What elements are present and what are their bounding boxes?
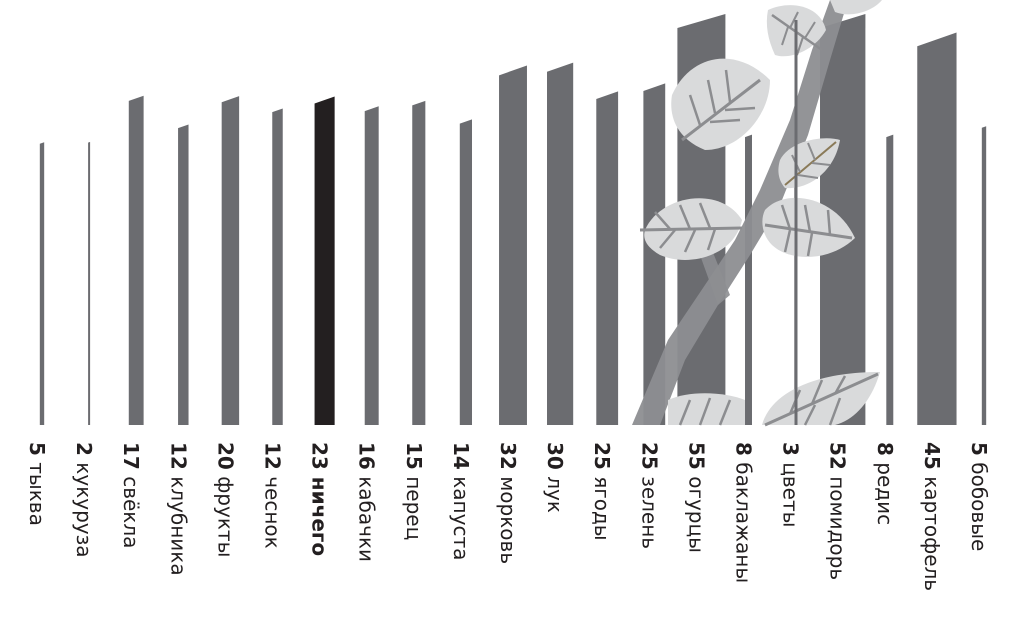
bar-value-label: 17 (119, 442, 143, 470)
bar-category-label: клубника (166, 470, 190, 576)
bar-value-label: 30 (543, 442, 567, 470)
bar-баклажаны (745, 134, 752, 426)
bar-label-бобовые: 5 бобовые (967, 442, 991, 551)
bar-category-label: баклажаны (732, 456, 756, 583)
bar-category-label: огурцы (684, 470, 708, 553)
bar-category-label: капуста (449, 470, 473, 561)
plant-illustration (632, 0, 882, 427)
bar-value-label: 45 (920, 442, 944, 470)
bar-category-label: перец (402, 470, 426, 540)
bar-чеснок (272, 108, 283, 426)
bar-label-помидоры: 52 помидорь (826, 442, 850, 580)
bar-value-label: 25 (590, 442, 614, 470)
leaf-top-right (830, 0, 882, 15)
bar-value-label: 12 (261, 442, 285, 470)
bar-свёкла (128, 95, 144, 426)
bar-фрукты (221, 96, 240, 425)
bar-тыква (39, 142, 45, 426)
bar-зелень (643, 83, 666, 425)
bar-category-label: цветы (779, 456, 803, 528)
bar-value-label: 15 (402, 442, 426, 470)
bar-category-label: свёкла (119, 470, 143, 549)
bar-label-ягоды: 25 ягоды (590, 442, 614, 541)
bar-label-фрукты: 20 фрукты (213, 442, 237, 557)
bar-картофель (917, 32, 957, 426)
bar-label-кабачки: 16 кабачки (355, 442, 379, 562)
bar-category-label: лук (543, 470, 567, 513)
bar-value-label: 5 (25, 442, 49, 456)
bar-value-label: 3 (779, 442, 803, 456)
bar-category-label: картофель (920, 470, 944, 591)
bar-кукуруза (88, 141, 91, 425)
bar-label-цветы: 3 цветы (779, 442, 803, 527)
leaf-bottom-left (668, 393, 745, 426)
leaf-upper-left (671, 58, 770, 151)
bar-редис (886, 134, 894, 426)
bar-бобовые (981, 126, 987, 425)
bar-label-лук: 30 лук (543, 442, 567, 513)
bar-label-капуста: 14 капуста (449, 442, 473, 560)
bars-layer (39, 14, 987, 426)
bar-category-label: ягоды (590, 470, 614, 541)
plant-stem (632, 0, 848, 425)
bar-перец (412, 100, 426, 426)
bar-value-label: 20 (213, 442, 237, 470)
bar-value-label: 25 (637, 442, 661, 470)
bar-category-label: фрукты (213, 470, 237, 558)
bar-category-label: кукуруза (72, 456, 96, 558)
bar-label-тыква: 5 тыква (25, 442, 49, 526)
bar-label-баклажаны: 8 баклажаны (732, 442, 756, 583)
labels-layer: 5 тыква 2 кукуруза 17 свёкла 12 клубника 20 … (25, 442, 991, 591)
bar-label-чеснок: 12 чеснок (261, 442, 285, 549)
bar-value-label: 8 (732, 442, 756, 456)
bar-label-клубника: 12 клубника (166, 442, 190, 576)
bar-category-label: бобовые (967, 456, 991, 551)
bar-value-label: 14 (449, 442, 473, 470)
bar-value-label: 8 (873, 442, 897, 456)
bar-value-label: 55 (684, 442, 708, 470)
bar-label-перец: 15 перец (402, 442, 426, 540)
bar-label-свёкла: 17 свёкла (119, 442, 143, 548)
bar-кабачки (364, 106, 379, 425)
bar-value-label: 12 (166, 442, 190, 470)
bar-label-редис: 8 редис (873, 442, 897, 525)
bar-value-label: 16 (355, 442, 379, 470)
bar-category-label: кабачки (355, 470, 379, 562)
bar-морковь (499, 65, 527, 425)
bar-value-label: 32 (496, 442, 520, 470)
bar-category-label: зелень (637, 470, 661, 549)
bar-label-зелень: 25 зелень (637, 442, 661, 549)
bar-label-ничего: 23 ничего (308, 442, 332, 556)
bar-category-label: ничего (308, 470, 332, 556)
bar-лук (547, 62, 574, 426)
bar-category-label: редис (873, 456, 897, 525)
bar-value-label: 23 (308, 442, 332, 470)
bar-label-морковь: 32 морковь (496, 442, 520, 564)
bar-label-огурцы: 55 огурцы (684, 442, 708, 553)
bar-value-label: 5 (967, 442, 991, 456)
bar-category-label: чеснок (261, 470, 285, 549)
bar-ничего (314, 96, 335, 426)
leaf-mid-right (762, 197, 855, 257)
bar-category-label: помидорь (826, 470, 850, 580)
bar-category-label: тыква (25, 456, 49, 526)
bar-value-label: 2 (72, 442, 96, 456)
bar-ягоды (596, 91, 619, 425)
bar-клубника (178, 124, 189, 426)
bar-value-label: 52 (826, 442, 850, 470)
bar-капуста (459, 119, 473, 425)
bar-label-картофель: 45 картофель (920, 442, 944, 591)
bar-label-кукуруза: 2 кукуруза (72, 442, 96, 558)
leaf-mid-left (639, 198, 743, 260)
bar-category-label: морковь (496, 470, 520, 564)
